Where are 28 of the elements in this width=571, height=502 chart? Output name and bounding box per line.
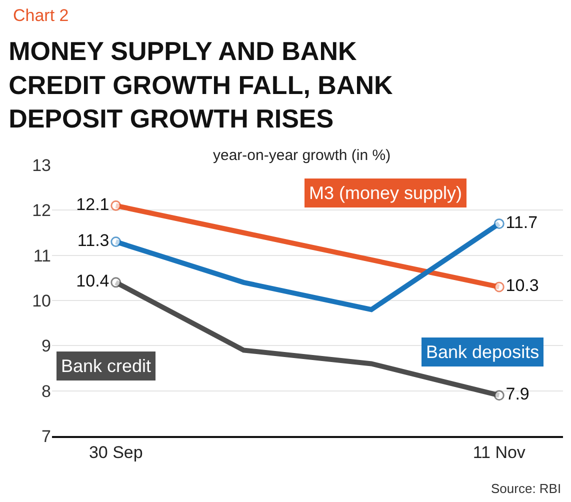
data-label: 11.7 bbox=[506, 212, 538, 232]
point bbox=[494, 282, 504, 292]
data-label: 12.1 bbox=[76, 194, 110, 214]
text: M3 (money supply) bbox=[309, 183, 462, 203]
y-axis-title: year-on-year growth (in %) bbox=[213, 147, 391, 164]
point bbox=[494, 218, 504, 229]
point bbox=[110, 236, 122, 248]
y-tick-label: 8 bbox=[42, 382, 51, 401]
source-note: Source: RBI bbox=[491, 481, 562, 496]
data-label: 10.4 bbox=[76, 272, 110, 291]
point bbox=[110, 200, 122, 211]
chart-title: MONEY SUPPLY AND BANK CREDIT GROWTH FALL, BANK DEPOSIT GROWTH RISES bbox=[8, 36, 393, 134]
x-tick-label: 30 Sep bbox=[88, 443, 143, 462]
caption: Chart 2 bbox=[13, 6, 69, 25]
data-label: 10.3 bbox=[506, 276, 539, 296]
y-tick-label: 11 bbox=[33, 246, 51, 266]
text: Bank deposits bbox=[426, 342, 540, 362]
text: Bank credit bbox=[61, 356, 152, 376]
y-tick-label: 7 bbox=[42, 426, 51, 446]
y-tick-label: 9 bbox=[42, 336, 51, 356]
y-tick-label: 12 bbox=[32, 201, 51, 220]
data-label: 11.3 bbox=[77, 231, 110, 250]
x-tick-label: 11 Nov bbox=[472, 443, 526, 462]
point bbox=[494, 390, 504, 401]
data-label: 7.9 bbox=[506, 384, 530, 404]
y-tick-label: 10 bbox=[32, 291, 51, 310]
y-tick-label: 13 bbox=[32, 156, 51, 175]
point bbox=[110, 277, 122, 288]
